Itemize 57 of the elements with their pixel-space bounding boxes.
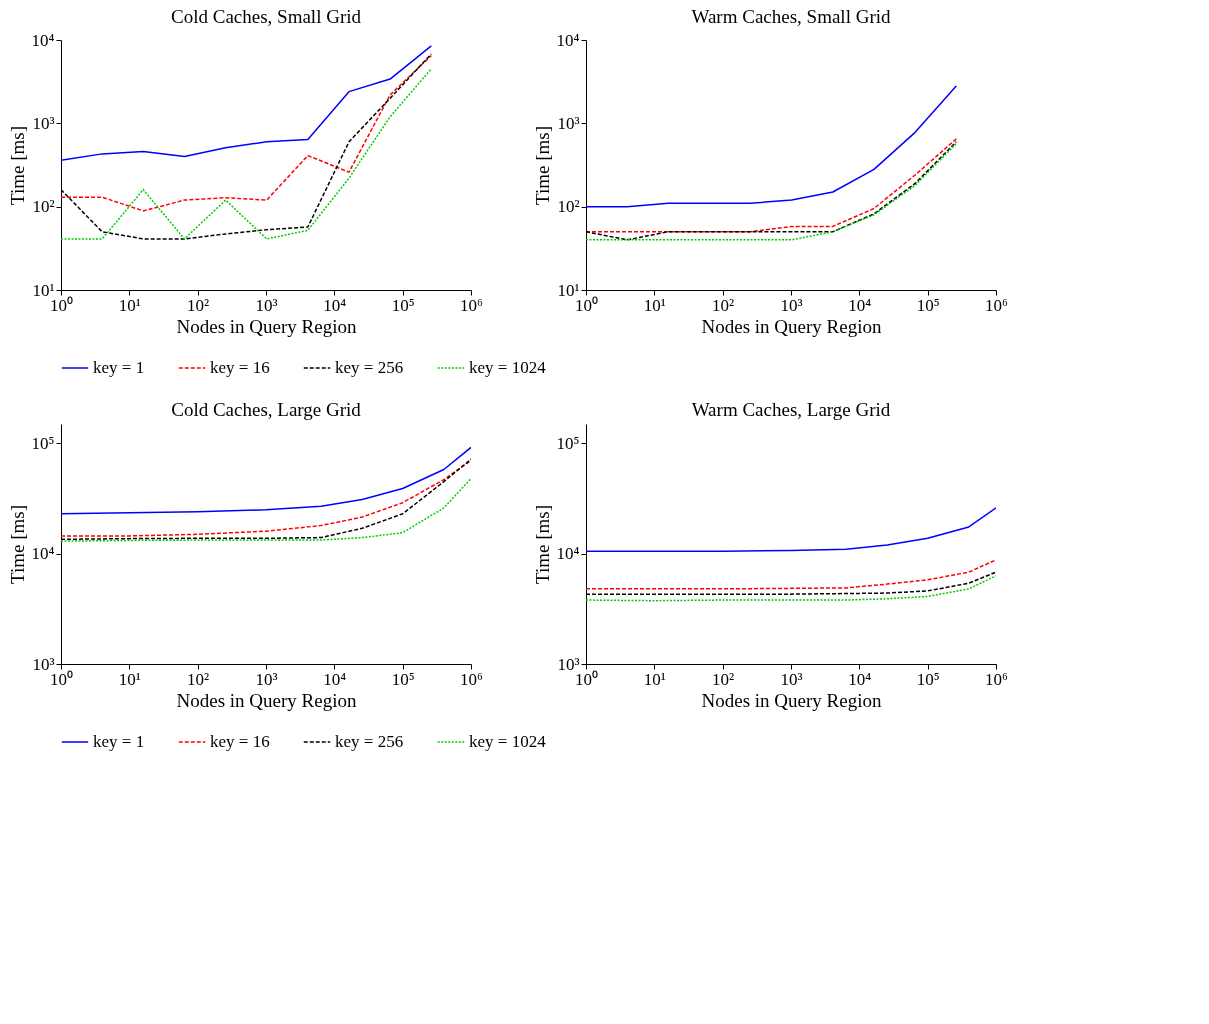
x-tick-label: 10⁶ [460, 295, 484, 315]
x-tick-label: 10³ [780, 669, 803, 689]
y-tick-label: 10³ [32, 113, 55, 133]
y-tick-label: 10⁴ [31, 544, 55, 564]
y-axis-title: Time [ms] [531, 125, 553, 206]
x-tick-label: 10⁴ [848, 295, 872, 315]
x-axis-title: Nodes in Query Region [176, 689, 357, 711]
x-tick-label: 10⁵ [916, 295, 940, 315]
chart-title: Warm Caches, Small Grid [691, 6, 891, 27]
x-tick-label: 10³ [255, 295, 278, 315]
y-tick-label: 10⁴ [31, 30, 55, 50]
x-tick-label: 10¹ [118, 295, 141, 315]
x-tick-label: 10³ [255, 669, 278, 689]
legend-label: key = 1 [93, 358, 145, 377]
x-tick-label: 10⁶ [460, 669, 484, 689]
legend-label: key = 256 [335, 358, 404, 377]
x-axis-title: Nodes in Query Region [701, 315, 882, 337]
x-tick-label: 10³ [780, 295, 803, 315]
x-axis-title: Nodes in Query Region [701, 689, 882, 711]
chart-title: Warm Caches, Large Grid [691, 399, 891, 420]
x-tick-label: 10⁶ [985, 669, 1009, 689]
legend-label: key = 1024 [469, 732, 547, 751]
y-tick-label: 10⁴ [556, 30, 580, 50]
y-axis-title: Time [ms] [6, 125, 28, 206]
x-tick-label: 10⁵ [391, 295, 415, 315]
x-tick-label: 10² [187, 295, 210, 315]
x-tick-label: 10² [712, 295, 735, 315]
x-tick-label: 10² [712, 669, 735, 689]
line-series [61, 45, 433, 162]
x-tick-label: 10¹ [118, 669, 141, 689]
x-axis-title: Nodes in Query Region [176, 315, 357, 337]
x-tick-label: 10⁴ [848, 669, 872, 689]
x-tick-label: 10¹ [643, 669, 666, 689]
y-tick-label: 10⁵ [31, 433, 55, 453]
chart-title: Cold Caches, Large Grid [171, 399, 362, 420]
y-tick-label: 10⁵ [556, 433, 580, 453]
line-series [586, 85, 958, 208]
legend-label: key = 1 [93, 732, 145, 751]
x-tick-label: 10⁵ [391, 669, 415, 689]
x-tick-label: 10⁴ [323, 295, 347, 315]
x-tick-label: 10⁶ [985, 295, 1009, 315]
line-series [61, 54, 433, 212]
legend-label: key = 16 [210, 732, 270, 751]
x-tick-label: 10⁵ [916, 669, 940, 689]
y-axis-title: Time [ms] [6, 504, 28, 585]
legend-label: key = 1024 [469, 358, 547, 377]
x-tick-label: 10² [187, 669, 210, 689]
legend-label: key = 16 [210, 358, 270, 377]
y-axis-title: Time [ms] [531, 504, 553, 585]
legend-label: key = 256 [335, 732, 404, 751]
x-tick-label: 10⁴ [323, 669, 347, 689]
x-tick-label: 10¹ [643, 295, 666, 315]
y-tick-label: 10² [32, 197, 55, 217]
y-tick-label: 10⁴ [556, 544, 580, 564]
y-tick-label: 10² [557, 197, 580, 217]
chart-title: Cold Caches, Small Grid [171, 6, 362, 27]
y-tick-label: 10³ [557, 113, 580, 133]
